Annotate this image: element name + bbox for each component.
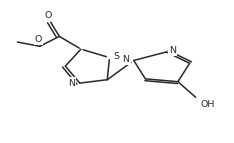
Text: N: N (169, 46, 176, 55)
Text: O: O (45, 11, 52, 20)
Text: N: N (68, 79, 75, 88)
Text: OH: OH (201, 100, 215, 109)
Text: N: N (123, 55, 130, 64)
Text: O: O (35, 35, 42, 44)
Text: S: S (114, 52, 120, 61)
